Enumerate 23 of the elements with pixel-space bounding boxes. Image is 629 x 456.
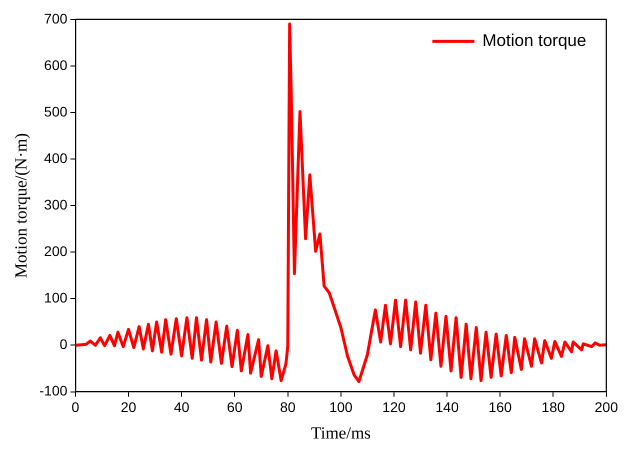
x-tick-label: 100 [329,399,353,416]
x-axis-title: Time/ms [310,423,371,442]
y-tick-label: 300 [44,196,68,212]
x-tick-label: 60 [226,399,243,416]
y-tick-label: 200 [44,243,68,260]
x-tick-label: 120 [382,399,406,416]
y-axis-title: Motion torque/(N·m) [12,133,31,278]
y-tick-label: 600 [44,56,68,73]
x-tick-label: 40 [174,399,190,416]
y-tick-label: 0 [60,336,68,352]
x-tick-label: 160 [488,399,512,416]
y-tick-label: 500 [44,103,68,120]
x-tick-label: 80 [280,399,296,416]
x-tick-label: 200 [594,399,618,416]
x-tick-label: 180 [542,399,566,416]
y-tick-label: 700 [44,10,68,26]
y-tick-label: 400 [44,150,68,166]
x-tick-label: 20 [120,399,137,416]
y-tick-label: 100 [44,290,68,306]
x-tick-label: 140 [435,399,459,416]
legend-label: Motion torque [482,31,586,50]
x-tick-label: 0 [72,399,80,416]
y-tick-label: -100 [39,382,68,399]
